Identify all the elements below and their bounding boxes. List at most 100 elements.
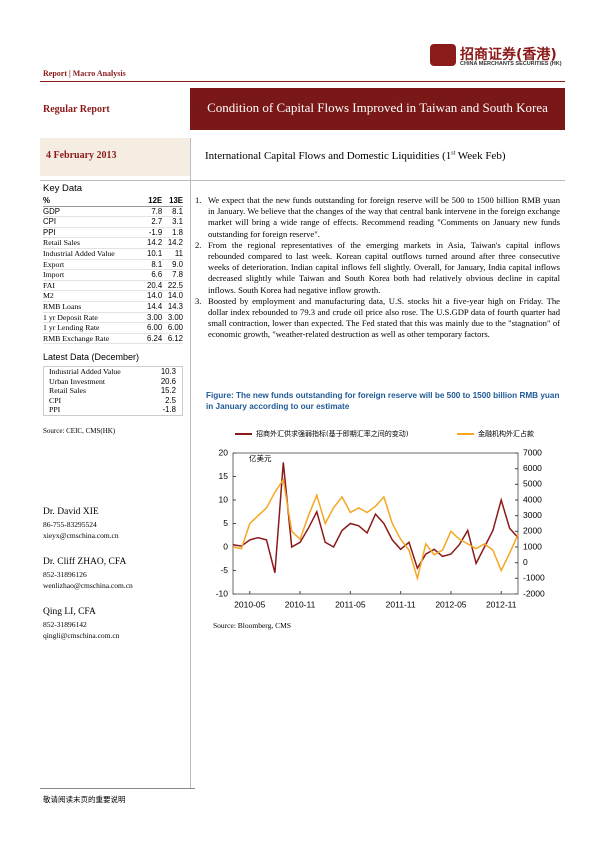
key-data-title: Key Data bbox=[43, 183, 83, 194]
analyst: Dr. Cliff ZHAO, CFA 852-31896126 wenlizhao… bbox=[43, 557, 188, 607]
cell-value: 1.8 bbox=[162, 227, 183, 239]
x-tick-label: 2012-11 bbox=[486, 599, 517, 609]
y2-tick-label: -1000 bbox=[523, 573, 545, 583]
column-header: % bbox=[43, 196, 142, 207]
legend-label: 金融机构外汇占款 bbox=[478, 429, 534, 438]
paragraph-text: From the regional representatives of the… bbox=[208, 239, 560, 295]
sidebar-divider bbox=[190, 138, 191, 788]
y2-tick-label: 5000 bbox=[523, 479, 542, 489]
cell-value: 6.00 bbox=[162, 322, 183, 334]
y2-tick-label: 6000 bbox=[523, 463, 542, 473]
cell-value: 6.6 bbox=[141, 269, 163, 281]
table-row: Industrial Added Value 10.1 11 bbox=[43, 248, 183, 260]
cell-value: 15.2 bbox=[160, 386, 176, 396]
subtitle-text: International Capital Flows and Domestic… bbox=[205, 150, 452, 162]
analyst-phone: 86-755-83295524 bbox=[43, 520, 97, 529]
x-tick-label: 2011-05 bbox=[335, 599, 366, 609]
paragraph-text: We expect that the new funds outstanding… bbox=[208, 195, 560, 239]
unit-label: 亿美元 bbox=[249, 453, 272, 463]
cell-value: 3.1 bbox=[162, 216, 183, 228]
paragraph: 1. We expect that the new funds outstandi… bbox=[195, 195, 560, 240]
latest-title: Latest Data (December) bbox=[43, 352, 140, 362]
row-label: Import bbox=[43, 269, 142, 281]
row-label: Urban Investment bbox=[49, 376, 106, 386]
table-row: M2 14.0 14.0 bbox=[43, 290, 183, 302]
rule bbox=[40, 180, 565, 181]
cell-value: -1.8 bbox=[162, 405, 176, 415]
table-row: CPI 2.7 3.1 bbox=[43, 216, 183, 228]
table-row: RMB Exchange Rate 6.24 6.12 bbox=[43, 333, 183, 345]
title-band bbox=[190, 88, 565, 130]
row-label: RMB Exchange Rate bbox=[43, 333, 142, 345]
cell-value: -1.9 bbox=[141, 227, 163, 239]
logo-name: 招商证券(香港) bbox=[460, 47, 557, 63]
table-row: 1 yr Lending Rate 6.00 6.00 bbox=[43, 322, 183, 334]
y2-tick-label: 1000 bbox=[523, 541, 542, 551]
analyst-email: wenlizhao@cmschina.com.cn bbox=[43, 581, 133, 590]
logo-english: CHINA MERCHANTS SECURITIES (HK) bbox=[460, 61, 562, 67]
y2-tick-label: 7000 bbox=[523, 447, 542, 457]
series-line bbox=[232, 477, 519, 582]
row-label: RMB Loans bbox=[43, 301, 142, 313]
analyst-name: Qing LI, CFA bbox=[43, 607, 96, 617]
table-row: GDP 7.8 8.1 bbox=[43, 206, 183, 218]
rule bbox=[40, 81, 565, 82]
row-label: GDP bbox=[43, 206, 142, 218]
logo-icon bbox=[430, 44, 456, 66]
row-label: CPI bbox=[49, 395, 62, 405]
y-tick-label: 5 bbox=[223, 518, 228, 528]
table-row: Retail Sales 14.2 14.2 bbox=[43, 237, 183, 249]
table-row: 1 yr Deposit Rate 3.00 3.00 bbox=[43, 312, 183, 324]
row-label: PPI bbox=[49, 405, 61, 415]
cell-value: 20.4 bbox=[141, 280, 163, 292]
cell-value: 10.1 bbox=[141, 248, 163, 260]
cell-value: 14.2 bbox=[162, 237, 183, 249]
key-data-table: % 12E 13E GDP 7.8 8.1 CPI 2.7 3.1 PPI -1.9 1.8 Retai… bbox=[43, 196, 183, 345]
row-label: Retail Sales bbox=[43, 237, 142, 249]
cell-value: 2.5 bbox=[165, 395, 176, 405]
cell-value: 2.7 bbox=[141, 216, 163, 228]
cell-value: 22.5 bbox=[162, 280, 183, 292]
x-tick-label: 2012-05 bbox=[435, 599, 466, 609]
cell-value: 14.2 bbox=[141, 237, 163, 249]
legend-label: 招商外汇供求强弱指标(基于即期汇率之间的变动) bbox=[256, 429, 409, 438]
y2-tick-label: 4000 bbox=[523, 494, 542, 504]
cell-value: 20.6 bbox=[160, 376, 176, 386]
y-tick-label: 0 bbox=[223, 541, 228, 551]
cell-value: 8.1 bbox=[162, 206, 183, 218]
cell-value: 7.8 bbox=[162, 269, 183, 281]
x-tick-label: 2011-11 bbox=[386, 599, 416, 609]
row-label: 1 yr Deposit Rate bbox=[43, 312, 142, 324]
column-header: 12E bbox=[141, 196, 163, 207]
cell-value: 6.00 bbox=[141, 322, 163, 334]
list-marker: 3. bbox=[195, 295, 202, 306]
analyst-phone: 852-31896126 bbox=[43, 570, 87, 579]
analyst-email: xieyx@cmschina.com.cn bbox=[43, 531, 119, 540]
analyst: Qing LI, CFA 852-31896142 qingli@cmschina.… bbox=[43, 607, 188, 657]
paragraph: 3. Boosted by employment and manufacturin… bbox=[195, 296, 560, 341]
cell-value: 3.00 bbox=[141, 312, 163, 324]
y2-tick-label: -2000 bbox=[523, 588, 545, 598]
list-marker: 1. bbox=[195, 195, 202, 205]
subtitle-text: Week Feb) bbox=[455, 150, 506, 162]
row-label: Retail Sales bbox=[49, 386, 87, 396]
column-header: 13E bbox=[162, 196, 183, 207]
figure-caption: Figure: The new funds outstanding for fo… bbox=[206, 391, 560, 411]
table-row: Industrial Added Value 10.3 bbox=[44, 367, 183, 377]
cell-value: 14.0 bbox=[141, 290, 163, 302]
cell-value: 7.8 bbox=[141, 206, 163, 218]
footer-rule bbox=[40, 788, 195, 789]
x-tick-label: 2010-05 bbox=[234, 599, 265, 609]
cell-value: 14.4 bbox=[141, 301, 163, 313]
y-tick-label: -5 bbox=[220, 565, 228, 575]
table-row: FAI 20.4 22.5 bbox=[43, 280, 183, 292]
subtitle: International Capital Flows and Domestic… bbox=[205, 150, 505, 162]
row-label: M2 bbox=[43, 290, 142, 302]
chart: -10 -5 0 5 10 15 20 -2000 -1000 0 1000 2000 3000 4000… bbox=[216, 429, 545, 609]
cell-value: 6.24 bbox=[141, 333, 163, 345]
paragraph-text: Boosted by employment and manufacturing … bbox=[208, 295, 560, 340]
y2-tick-label: 0 bbox=[523, 557, 528, 567]
y2-tick-label: 2000 bbox=[523, 526, 542, 536]
